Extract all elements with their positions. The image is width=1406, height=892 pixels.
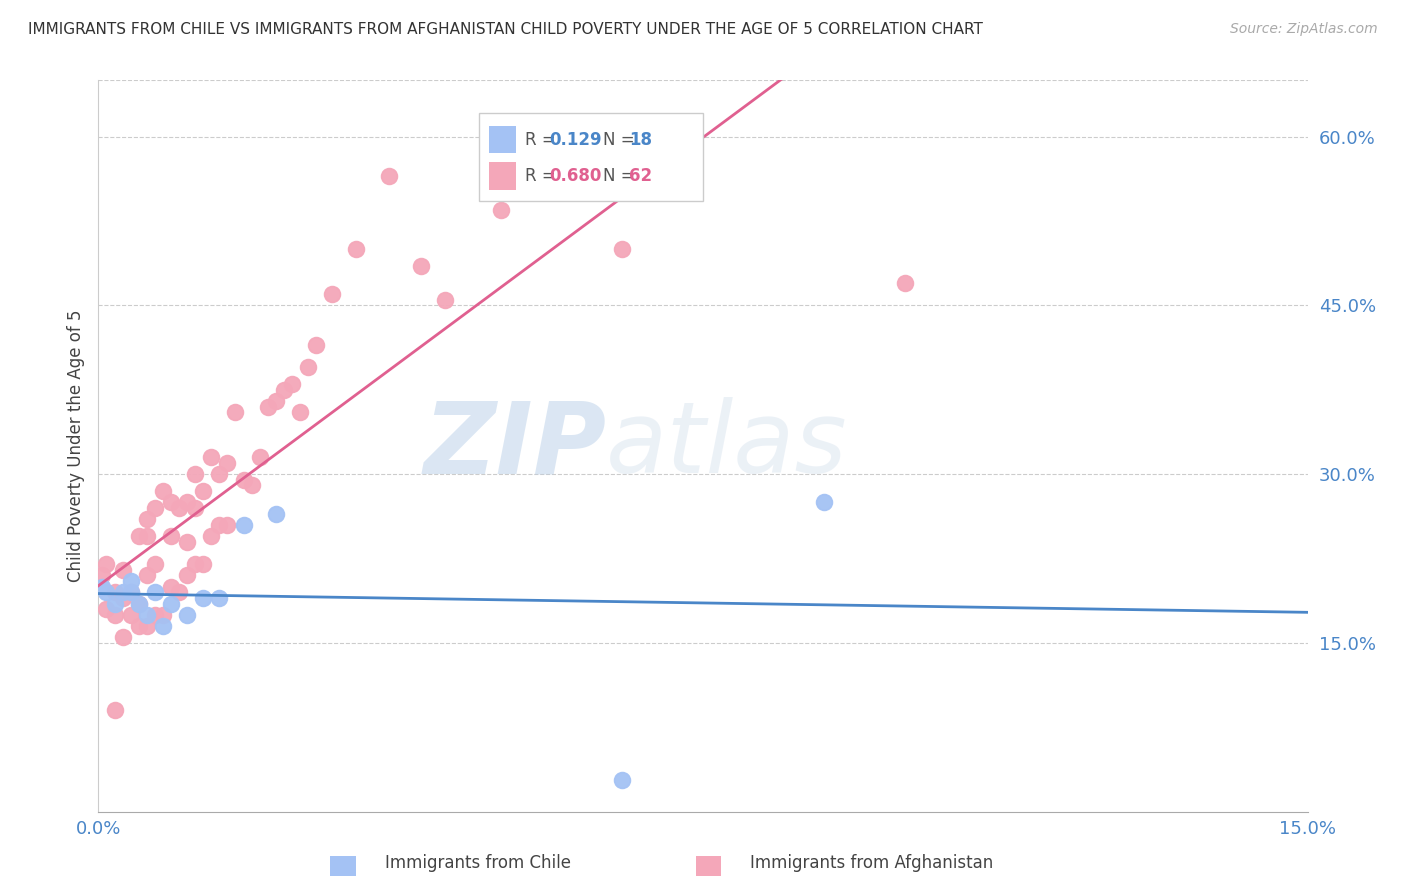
Point	[160, 529, 183, 543]
Point	[184, 467, 207, 482]
Point	[217, 456, 239, 470]
Point	[176, 568, 198, 582]
Point	[111, 630, 134, 644]
Point	[120, 574, 142, 588]
Point	[409, 259, 432, 273]
Point	[612, 242, 634, 256]
Text: N =: N =	[603, 167, 640, 186]
Text: atlas: atlas	[606, 398, 848, 494]
Point	[128, 529, 150, 543]
Point	[193, 483, 215, 498]
Point	[111, 563, 134, 577]
Point	[305, 337, 328, 351]
Point	[184, 557, 207, 571]
Point	[193, 557, 215, 571]
Text: Source: ZipAtlas.com: Source: ZipAtlas.com	[1230, 22, 1378, 37]
Point	[434, 293, 457, 307]
Point	[160, 580, 183, 594]
Point	[208, 517, 231, 532]
Point	[208, 467, 231, 482]
Point	[571, 163, 593, 178]
Point	[256, 400, 278, 414]
Point	[135, 529, 157, 543]
FancyBboxPatch shape	[489, 126, 516, 153]
Point	[135, 512, 157, 526]
Point	[491, 202, 513, 217]
Point	[143, 557, 166, 571]
Point	[135, 619, 157, 633]
Point	[176, 534, 198, 549]
Point	[240, 478, 263, 492]
Point	[264, 507, 287, 521]
Point	[143, 607, 166, 622]
Point	[128, 597, 150, 611]
Point	[217, 517, 239, 532]
Point	[103, 703, 125, 717]
Point	[120, 585, 142, 599]
Point	[377, 169, 399, 183]
Text: 18: 18	[630, 130, 652, 149]
Point	[193, 591, 215, 605]
Point	[167, 500, 190, 515]
Text: IMMIGRANTS FROM CHILE VS IMMIGRANTS FROM AFGHANISTAN CHILD POVERTY UNDER THE AGE: IMMIGRANTS FROM CHILE VS IMMIGRANTS FROM…	[28, 22, 983, 37]
Point	[96, 557, 118, 571]
Text: Immigrants from Afghanistan: Immigrants from Afghanistan	[749, 855, 994, 872]
Point	[135, 568, 157, 582]
Text: 0.680: 0.680	[550, 167, 602, 186]
Point	[135, 607, 157, 622]
Point	[288, 405, 311, 419]
Point	[152, 619, 174, 633]
Point	[152, 483, 174, 498]
Point	[111, 591, 134, 605]
Text: 62: 62	[630, 167, 652, 186]
Y-axis label: Child Poverty Under the Age of 5: Child Poverty Under the Age of 5	[66, 310, 84, 582]
Text: 0.129: 0.129	[550, 130, 602, 149]
Point	[152, 607, 174, 622]
Point	[893, 276, 915, 290]
Point	[273, 383, 295, 397]
Point	[176, 495, 198, 509]
Point	[111, 585, 134, 599]
Point	[91, 580, 114, 594]
Point	[321, 287, 343, 301]
Point	[167, 585, 190, 599]
Point	[232, 473, 254, 487]
Point	[281, 377, 304, 392]
Point	[176, 607, 198, 622]
Text: ZIP: ZIP	[423, 398, 606, 494]
Point	[103, 585, 125, 599]
Point	[143, 500, 166, 515]
Point	[128, 597, 150, 611]
Text: N =: N =	[603, 130, 640, 149]
Point	[128, 619, 150, 633]
FancyBboxPatch shape	[489, 162, 516, 190]
Point	[813, 495, 835, 509]
Point	[143, 585, 166, 599]
Point	[200, 529, 222, 543]
Point	[264, 394, 287, 409]
Point	[249, 450, 271, 465]
Point	[103, 597, 125, 611]
FancyBboxPatch shape	[479, 113, 703, 201]
Point	[200, 450, 222, 465]
Point	[91, 568, 114, 582]
Point	[224, 405, 246, 419]
Point	[120, 607, 142, 622]
Point	[160, 597, 183, 611]
Text: R =: R =	[526, 167, 561, 186]
Point	[344, 242, 367, 256]
Point	[96, 585, 118, 599]
Point	[184, 500, 207, 515]
Text: Immigrants from Chile: Immigrants from Chile	[385, 855, 571, 872]
Point	[120, 585, 142, 599]
Point	[96, 602, 118, 616]
Point	[612, 773, 634, 788]
Point	[232, 517, 254, 532]
Point	[103, 607, 125, 622]
Text: R =: R =	[526, 130, 561, 149]
Point	[208, 591, 231, 605]
Point	[297, 360, 319, 375]
Point	[160, 495, 183, 509]
